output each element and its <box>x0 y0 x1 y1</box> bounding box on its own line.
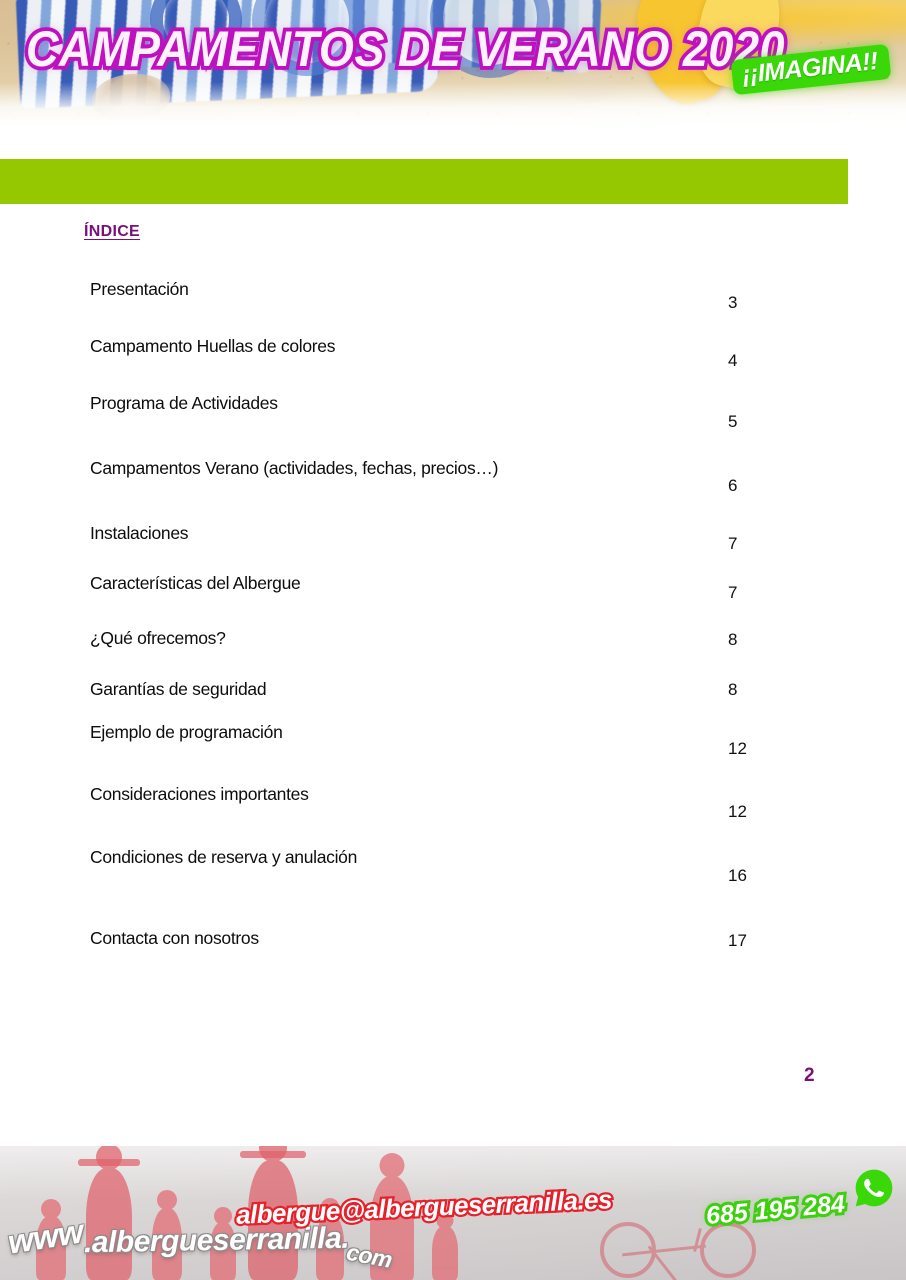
page-number: 2 <box>804 1065 815 1086</box>
toc-entry-page: 3 <box>728 293 738 312</box>
toc-entry-label: Consideraciones importantes <box>90 784 309 804</box>
green-accent-bar <box>0 159 848 204</box>
toc-entry-page: 17 <box>728 931 747 950</box>
family-silhouette <box>370 1176 414 1280</box>
header-banner: CAMPAMENTOS DE VERANO 2020 ¡¡IMAGINA!! <box>0 0 906 128</box>
family-silhouette <box>248 1160 298 1280</box>
family-silhouette <box>432 1226 458 1280</box>
toc-entry-page: 5 <box>728 412 738 431</box>
toc-entry-page: 16 <box>728 866 747 885</box>
family-silhouette <box>86 1168 132 1280</box>
toc-entry-page: 12 <box>728 802 747 821</box>
toc-entry-page: 8 <box>728 630 738 649</box>
toc-entry-label: Instalaciones <box>90 523 189 543</box>
toc-entry-label: Campamentos Verano (actividades, fechas,… <box>90 458 499 478</box>
family-silhouette <box>36 1216 66 1280</box>
toc-entry-page: 7 <box>728 583 738 602</box>
hat-silhouette <box>240 1151 306 1158</box>
toc-entry-page: 8 <box>728 680 738 699</box>
toc-entry-label: Condiciones de reserva y anulación <box>90 847 358 867</box>
toc-entry-label: ¿Qué ofrecemos? <box>90 628 226 648</box>
toc-entry-label: Características del Albergue <box>90 573 301 593</box>
toc-entry-page: 6 <box>728 476 738 495</box>
whatsapp-icon[interactable] <box>854 1168 894 1208</box>
toc-entry-page: 4 <box>728 351 738 370</box>
family-silhouette <box>152 1208 182 1280</box>
toc-entry-label: Presentación <box>90 279 189 299</box>
family-silhouette <box>316 1214 344 1280</box>
toc-entry-label: Campamento Huellas de colores <box>90 336 336 356</box>
footer-banner: www.albergueserranilla.com albergue@albe… <box>0 1146 906 1280</box>
index-heading: ÍNDICE <box>84 223 141 240</box>
toc-entry-label: Contacta con nosotros <box>90 928 259 948</box>
toc-entry-label: Ejemplo de programación <box>90 722 283 742</box>
footer-website-part1: www <box>5 1212 86 1261</box>
banner-title: CAMPAMENTOS DE VERANO 2020 <box>23 16 789 81</box>
toc-entry-page: 12 <box>728 739 747 758</box>
hat-silhouette <box>78 1159 140 1166</box>
toc-entry-label: Programa de Actividades <box>90 393 278 413</box>
bicycle-icon <box>600 1214 760 1280</box>
toc-entry-page: 7 <box>728 534 738 553</box>
toc-entry-label: Garantías de seguridad <box>90 679 267 699</box>
family-silhouette <box>210 1222 236 1280</box>
